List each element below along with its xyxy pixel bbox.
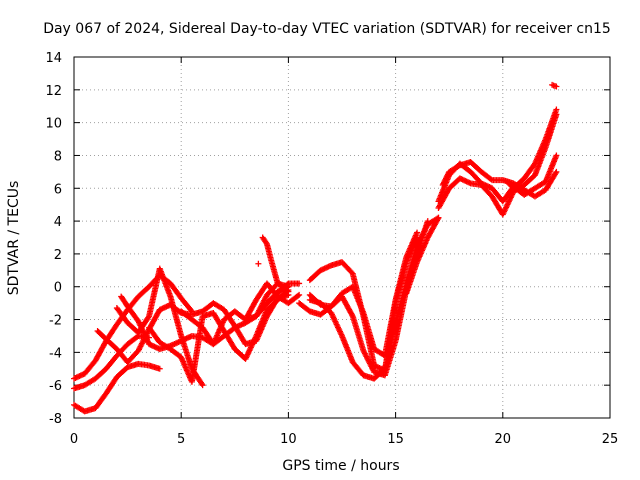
plot-frame <box>73 56 611 419</box>
y-axis-label: SDTVAR / TECUs <box>6 181 22 296</box>
data-point <box>553 83 560 90</box>
x-tick-label: 0 <box>70 432 78 447</box>
data-points <box>71 81 560 415</box>
y-tick-label: 4 <box>54 215 62 230</box>
data-point <box>263 239 270 246</box>
y-tick-label: -4 <box>49 346 62 361</box>
y-tick-label: -6 <box>49 379 62 394</box>
data-point <box>284 287 291 294</box>
data-point <box>296 280 303 287</box>
y-tick-label: 10 <box>45 117 62 132</box>
data-point <box>434 216 441 223</box>
grid-lines <box>74 57 610 418</box>
data-point <box>553 168 560 175</box>
x-tick-label: 20 <box>495 432 512 447</box>
y-tick-label: 6 <box>54 182 62 197</box>
x-tick-label: 25 <box>602 432 619 447</box>
data-point <box>255 260 262 267</box>
data-point <box>349 311 356 318</box>
data-point <box>294 292 301 299</box>
data-point <box>552 170 559 177</box>
data-point <box>285 288 292 295</box>
y-tick-label: 14 <box>45 51 62 66</box>
data-point <box>455 163 462 170</box>
x-axis-label: GPS time / hours <box>282 458 399 474</box>
y-tick-label: 0 <box>54 281 62 296</box>
data-point <box>296 291 303 298</box>
data-point <box>435 214 442 221</box>
data-point <box>198 380 205 387</box>
data-point <box>145 314 152 321</box>
y-tick-label: 8 <box>54 149 62 164</box>
y-tick-label: 12 <box>45 84 62 99</box>
y-tick-label: -2 <box>49 314 62 329</box>
y-tick-label: 2 <box>54 248 62 263</box>
x-tick-label: 15 <box>387 432 404 447</box>
axis-ticks: -8 -6 -4 -2 0 2 4 6 8 10 12 14 0 5 10 15 20 25 <box>45 51 618 447</box>
chart-title: Day 067 of 2024, Sidereal Day-to-day VTE… <box>43 21 611 37</box>
data-point <box>487 176 494 183</box>
data-point <box>553 152 560 159</box>
data-point <box>553 106 560 113</box>
data-point <box>199 382 206 389</box>
data-point <box>156 365 163 372</box>
y-tick-label: -8 <box>49 412 62 427</box>
x-tick-label: 10 <box>280 432 297 447</box>
x-tick-label: 5 <box>177 432 185 447</box>
data-point <box>414 229 421 236</box>
